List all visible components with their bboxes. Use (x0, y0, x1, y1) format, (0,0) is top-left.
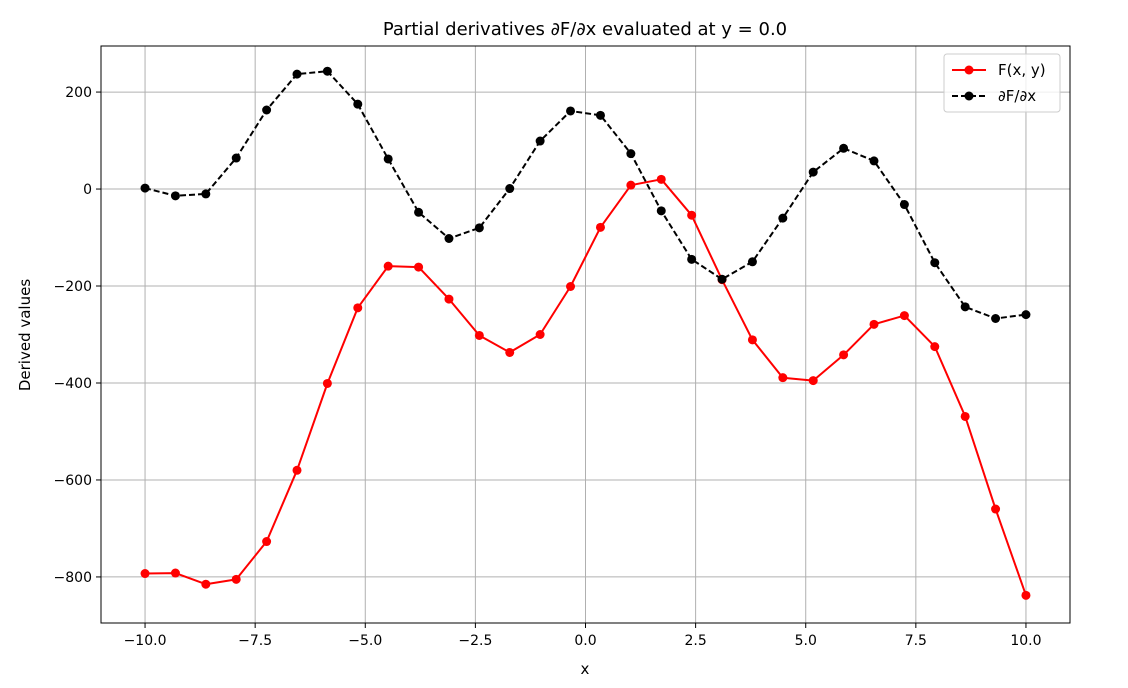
x-tick-label: −2.5 (458, 633, 492, 649)
data-point-dfdx (231, 153, 241, 163)
data-point-dfdx (595, 110, 605, 120)
y-axis-ticks: 200 0 −200 −400 −600 −800 (54, 85, 101, 586)
data-point-dfdx (201, 189, 211, 199)
data-point-dfdx (170, 191, 180, 201)
data-point-f (960, 411, 970, 421)
data-point-f (930, 342, 940, 352)
series-layer (140, 66, 1031, 600)
data-point-f (566, 281, 576, 291)
data-point-f (444, 294, 454, 304)
data-point-f (991, 504, 1001, 514)
data-point-f (383, 261, 393, 271)
data-point-f (808, 376, 818, 386)
data-point-dfdx (869, 156, 879, 166)
legend-marker-dfdx (964, 91, 974, 101)
data-point-f (899, 311, 909, 321)
y-tick-label: −600 (54, 473, 92, 489)
data-point-dfdx (687, 254, 697, 264)
data-point-dfdx (808, 167, 818, 177)
data-point-dfdx (566, 106, 576, 116)
data-point-dfdx (960, 302, 970, 312)
data-point-dfdx (839, 143, 849, 153)
y-tick-label: 0 (83, 182, 92, 198)
legend: F(x, y) ∂F/∂x (943, 53, 1061, 113)
x-tick-label: −5.0 (348, 633, 382, 649)
data-point-dfdx (656, 206, 666, 216)
data-point-f (414, 262, 424, 272)
data-point-dfdx (262, 105, 272, 115)
series-line-dfdx (144, 70, 1027, 320)
data-point-dfdx (930, 258, 940, 268)
data-point-dfdx (322, 66, 332, 76)
data-point-f (474, 330, 484, 340)
data-point-f (839, 350, 849, 360)
data-point-dfdx (626, 149, 636, 159)
x-tick-label: 0.0 (574, 633, 596, 649)
data-point-f (201, 579, 211, 589)
data-point-dfdx (505, 184, 515, 194)
grid (101, 46, 1070, 623)
data-point-f (1021, 590, 1031, 600)
data-point-dfdx (383, 154, 393, 164)
data-point-f (778, 373, 788, 383)
data-point-dfdx (353, 99, 363, 109)
y-tick-label: −200 (54, 279, 92, 295)
x-tick-label: 7.5 (905, 633, 927, 649)
data-point-f (231, 574, 241, 584)
data-point-dfdx (778, 213, 788, 223)
data-point-dfdx (1021, 310, 1031, 320)
data-point-f (170, 568, 180, 578)
data-point-f (353, 303, 363, 313)
data-point-dfdx (292, 69, 302, 79)
data-point-f (626, 180, 636, 190)
data-point-f (869, 319, 879, 329)
data-point-dfdx (991, 313, 1001, 323)
legend-label-f: F(x, y) (998, 61, 1046, 79)
data-point-f (505, 347, 515, 357)
y-tick-label: −800 (54, 570, 92, 586)
data-point-dfdx (474, 223, 484, 233)
data-point-dfdx (140, 183, 150, 193)
x-axis-label: x (581, 660, 590, 678)
legend-marker-f (964, 65, 974, 75)
x-tick-label: 10.0 (1010, 633, 1041, 649)
data-point-f (595, 222, 605, 232)
y-axis-label: Derived values (16, 279, 34, 391)
data-point-f (322, 378, 332, 388)
series-line-f (144, 178, 1027, 596)
data-point-f (535, 330, 545, 339)
data-point-f (140, 569, 150, 579)
data-point-f (747, 335, 757, 345)
x-tick-label: −7.5 (238, 633, 272, 649)
x-tick-label: 5.0 (795, 633, 817, 649)
data-point-dfdx (414, 207, 424, 217)
data-point-dfdx (747, 257, 757, 267)
data-point-f (292, 465, 302, 475)
legend-label-dfdx: ∂F/∂x (998, 87, 1036, 105)
data-point-f (656, 174, 666, 184)
data-point-dfdx (717, 274, 727, 284)
x-axis-ticks: −10.0 −7.5 −5.0 −2.5 0.0 2.5 5.0 7.5 10.0 (124, 623, 1042, 649)
y-tick-label: −400 (54, 376, 92, 392)
y-tick-label: 200 (65, 85, 92, 101)
data-point-dfdx (444, 233, 454, 243)
x-tick-label: 2.5 (684, 633, 706, 649)
data-point-dfdx (899, 200, 909, 210)
data-point-dfdx (535, 136, 545, 146)
data-point-f (687, 210, 697, 220)
data-point-f (262, 537, 272, 547)
chart-title: Partial derivatives ∂F/∂x evaluated at y… (383, 19, 787, 40)
x-tick-label: −10.0 (124, 633, 167, 649)
